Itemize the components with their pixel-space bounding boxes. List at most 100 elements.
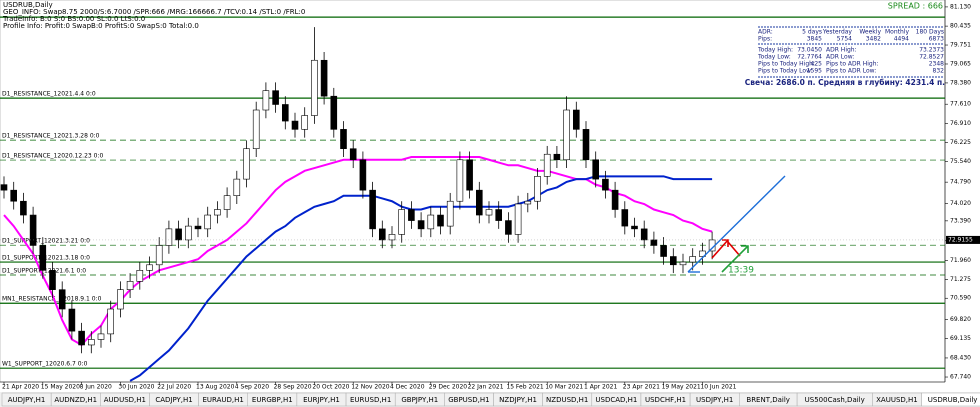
tab-label[interactable]: AUDNZD,H1 bbox=[54, 396, 97, 404]
tab-label[interactable]: EURJPY,H1 bbox=[303, 396, 340, 404]
tab-label[interactable]: USDJPY,H1 bbox=[696, 396, 733, 404]
symbol-tab[interactable]: EURAUD,H1 bbox=[198, 392, 249, 407]
symbol-tab[interactable]: BRENT,Daily bbox=[739, 392, 798, 407]
x-tick-label: 23 Apr 2021 bbox=[623, 384, 660, 391]
symbol-tab[interactable]: EURGBP,H1 bbox=[247, 392, 298, 407]
candle-body bbox=[446, 200, 454, 227]
candle-body bbox=[699, 250, 706, 257]
stats-cell: Pips to ADR High: bbox=[826, 61, 879, 68]
tab-label[interactable]: EURUSD,H1 bbox=[350, 396, 391, 404]
candle-body bbox=[126, 281, 134, 290]
stats-cell: Today High: bbox=[757, 47, 793, 54]
candle-body bbox=[175, 228, 182, 241]
x-tick-label: 19 May 2021 bbox=[662, 384, 701, 391]
symbol-tab[interactable]: USDCHF,H1 bbox=[640, 392, 691, 407]
candle-body bbox=[29, 214, 37, 246]
candle-body bbox=[388, 234, 396, 241]
tab-label[interactable]: BRENT,Daily bbox=[746, 396, 790, 404]
candle-body bbox=[602, 178, 609, 191]
tab-label[interactable]: AUDUSD,H1 bbox=[104, 396, 146, 404]
tab-label[interactable]: GBPJPY,H1 bbox=[401, 396, 438, 404]
symbol-tab[interactable]: CADJPY,H1 bbox=[149, 392, 199, 407]
tab-label[interactable]: USDRUB,Daily bbox=[928, 396, 978, 404]
candle-body bbox=[262, 90, 270, 111]
level-label: D1_RESISTANCE_12021.3.28 0:0 bbox=[2, 133, 100, 140]
stats-panel bbox=[758, 26, 944, 78]
stats-header: Yesterday bbox=[822, 29, 853, 36]
stats-header: 5 days bbox=[802, 29, 822, 36]
y-tick-label: 77.610 bbox=[950, 101, 971, 108]
bar-timer: 13:39 bbox=[728, 266, 754, 276]
x-tick-label: 20 Oct 2020 bbox=[312, 384, 349, 391]
candle-body bbox=[311, 59, 318, 116]
stats-header: 180 Days bbox=[916, 29, 944, 36]
candle-body bbox=[185, 225, 192, 241]
symbol-tab[interactable]: EURUSD,H1 bbox=[345, 392, 396, 407]
tab-label[interactable]: EURAUD,H1 bbox=[202, 396, 243, 404]
candle-body bbox=[466, 159, 473, 191]
tab-label[interactable]: CADJPY,H1 bbox=[155, 396, 192, 404]
stats-pips: 5754 bbox=[837, 36, 852, 43]
stats-cell: Pips to Today High: bbox=[758, 61, 815, 68]
candle-body bbox=[340, 129, 347, 150]
symbol-tab[interactable]: NZDJPY,H1 bbox=[493, 392, 543, 407]
level-label: D1_RESISTANCE_12021.4.4 0:0 bbox=[2, 91, 96, 98]
candle-body bbox=[291, 120, 299, 130]
candle-body bbox=[543, 153, 551, 177]
candle-body bbox=[631, 225, 638, 230]
candle-body bbox=[301, 115, 309, 130]
stats-summary: Свеча: 2686.0 п. Средняя в глубину: 4231… bbox=[745, 78, 945, 87]
stats-cell: 2348 bbox=[929, 61, 944, 68]
candle-body bbox=[252, 109, 260, 150]
moving-average bbox=[129, 175, 713, 382]
tab-label[interactable]: EURGBP,H1 bbox=[252, 396, 293, 404]
symbol-tab[interactable]: AUDJPY,H1 bbox=[1, 392, 52, 407]
symbol-tab[interactable]: GBPUSD,H1 bbox=[444, 392, 494, 407]
candle-body bbox=[514, 203, 522, 235]
tab-label[interactable]: AUDJPY,H1 bbox=[8, 396, 46, 404]
tab-label[interactable]: USDCHF,H1 bbox=[645, 396, 686, 404]
stats-cell: 72.8527 bbox=[919, 54, 944, 61]
symbol-tab[interactable]: US500Cash,Daily bbox=[796, 392, 873, 407]
candle-body bbox=[524, 200, 532, 205]
candle-body bbox=[369, 189, 376, 230]
y-tick-label: 76.910 bbox=[950, 120, 971, 127]
tab-label[interactable]: NZDUSD,H1 bbox=[546, 396, 588, 404]
candle-body bbox=[408, 209, 415, 221]
candle-body bbox=[650, 239, 658, 246]
tab-label[interactable]: GBPUSD,H1 bbox=[448, 396, 489, 404]
symbol-tab[interactable]: USDJPY,H1 bbox=[689, 392, 740, 407]
stats-cell: Pips to ADR Low: bbox=[826, 68, 876, 75]
red-arrow-tail bbox=[727, 241, 741, 257]
candle-body bbox=[223, 195, 231, 210]
candle-body bbox=[359, 159, 367, 191]
y-tick-label: 75.540 bbox=[950, 158, 971, 165]
info-line: Profile Info: Profit:0 SwapB:0 ProfitS:0… bbox=[3, 22, 199, 30]
symbol-tab[interactable]: GBPJPY,H1 bbox=[394, 392, 445, 407]
candle-body bbox=[621, 209, 629, 227]
symbol-tab[interactable]: USDRUB,Daily bbox=[921, 392, 980, 407]
y-tick-label: 79.751 bbox=[950, 42, 971, 49]
symbol-tab[interactable]: AUDNZD,H1 bbox=[50, 392, 101, 407]
symbol-tab[interactable]: USDCAD,H1 bbox=[591, 392, 642, 407]
stats-cell: Pips to Today Low: bbox=[758, 68, 813, 75]
stats-cell: 73.2373 bbox=[919, 47, 944, 54]
symbol-tab[interactable]: NZDUSD,H1 bbox=[542, 392, 593, 407]
tab-label[interactable]: USDCAD,H1 bbox=[595, 396, 637, 404]
candle-body bbox=[117, 289, 124, 310]
tab-label[interactable]: NZDJPY,H1 bbox=[499, 396, 537, 404]
tab-label[interactable]: US500Cash,Daily bbox=[805, 396, 865, 404]
info-line: GEO_INFO: Swap8.75 2000/S:6.7000 /SPR:66… bbox=[3, 8, 305, 16]
symbol-tab[interactable]: AUDUSD,H1 bbox=[100, 392, 150, 407]
y-tick-label: 74.790 bbox=[950, 179, 971, 186]
stats-pips: 4494 bbox=[894, 36, 909, 43]
x-tick-label: 22 Jul 2020 bbox=[157, 384, 191, 391]
x-tick-label: 12 Nov 2020 bbox=[351, 384, 390, 391]
candle-body bbox=[378, 228, 386, 241]
stats-pips: 3482 bbox=[866, 36, 881, 43]
tab-label[interactable]: XAUUSD,H1 bbox=[876, 396, 918, 404]
symbol-tab[interactable]: EURJPY,H1 bbox=[296, 392, 347, 407]
stats-header: ADR: bbox=[758, 29, 773, 36]
symbol-tab[interactable]: XAUUSD,H1 bbox=[872, 392, 922, 407]
level-label: D1_RESISTANCE_12020.12.23 0:0 bbox=[2, 153, 103, 160]
